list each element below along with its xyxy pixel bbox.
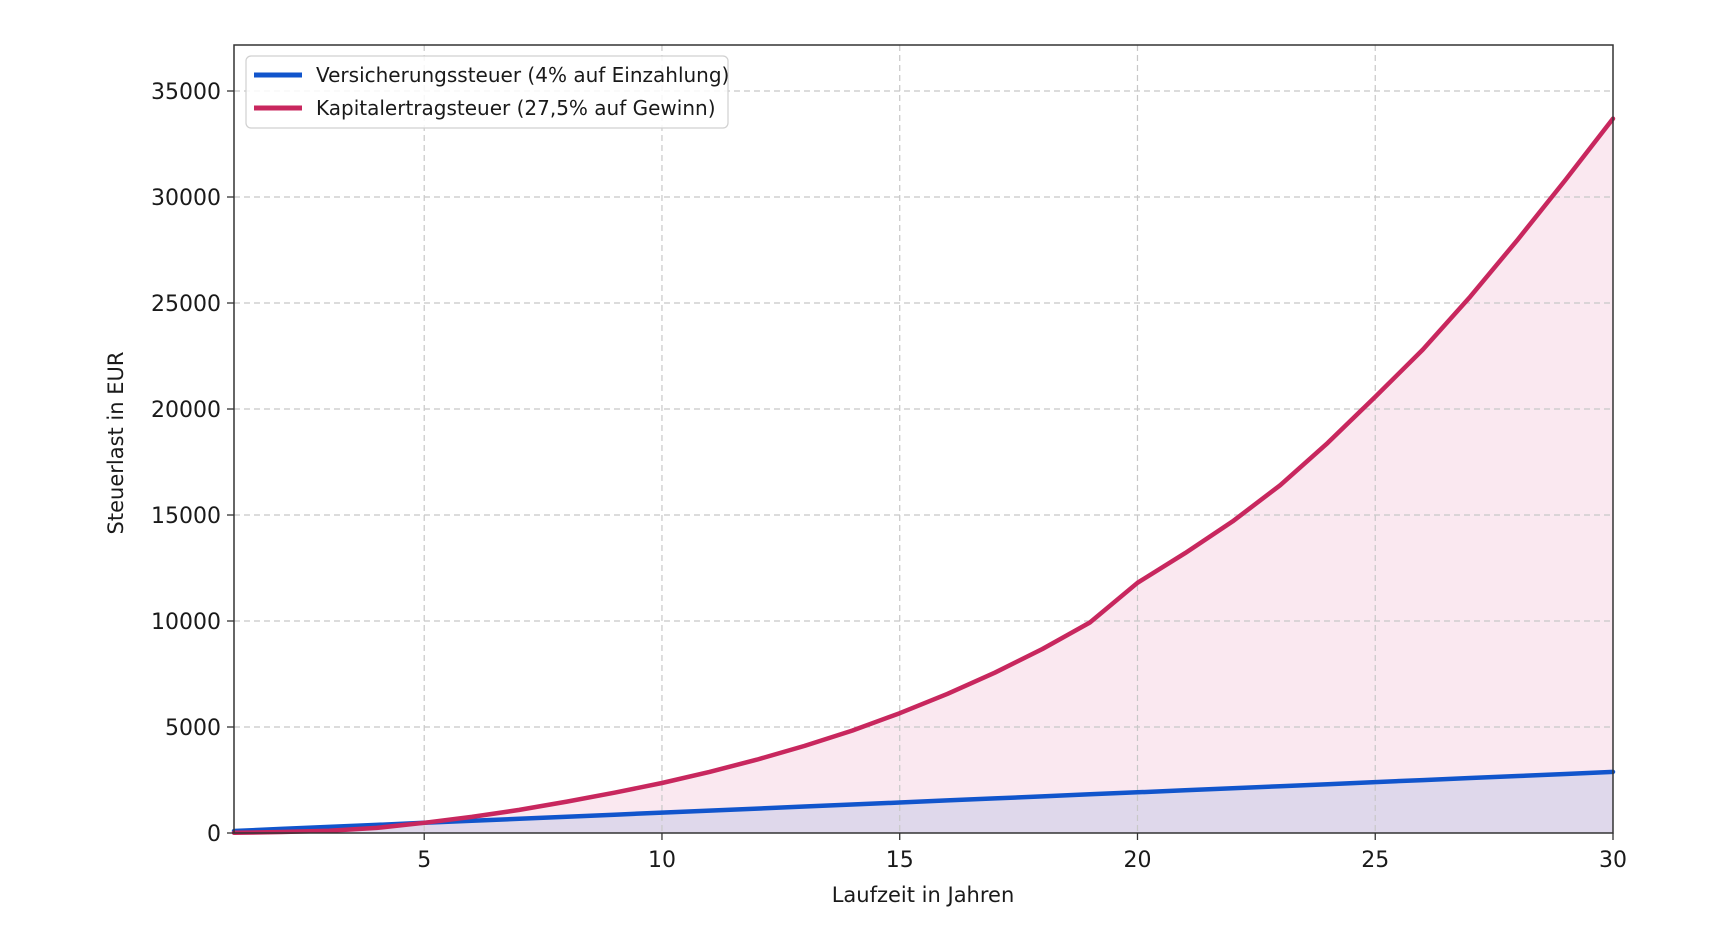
legend: Versicherungssteuer (4% auf Einzahlung) … — [245, 55, 729, 129]
x-tick-label: 5 — [417, 848, 431, 873]
y-tick-label: 20000 — [151, 398, 221, 423]
y-tick-label: 5000 — [165, 716, 221, 741]
data-lines — [231, 116, 1616, 836]
y-tick-label: 10000 — [151, 610, 221, 635]
x-tick-label: 15 — [886, 848, 914, 873]
line-kapitalertragsteuer — [231, 116, 1616, 836]
legend-box — [245, 55, 729, 129]
y-axis-label: Steuerlast in EUR — [104, 352, 128, 535]
x-tick-label: 30 — [1599, 848, 1627, 873]
line-versicherungssteuer — [231, 769, 1616, 834]
area-fills — [234, 118, 1613, 834]
y-tick-label: 0 — [207, 822, 221, 847]
x-tick-label: 20 — [1123, 848, 1151, 873]
plot-frame — [233, 44, 1614, 834]
x-tick-label: 25 — [1361, 848, 1389, 873]
y-axis-ticks: 0 5000 10000 15000 20000 25000 30000 35000 — [151, 80, 234, 847]
y-tick-label: 35000 — [151, 80, 221, 105]
y-tick-label: 25000 — [151, 292, 221, 317]
area-fill — [234, 118, 1613, 834]
legend-label-kapitalertragsteuer: Kapitalertragsteuer (27,5% auf Gewinn) — [316, 96, 716, 120]
grid-lines — [234, 45, 1613, 833]
x-tick-label: 10 — [648, 848, 676, 873]
legend-label-versicherungssteuer: Versicherungssteuer (4% auf Einzahlung) — [316, 63, 729, 87]
x-axis-label: Laufzeit in Jahren — [832, 883, 1015, 907]
y-tick-label: 15000 — [151, 504, 221, 529]
y-tick-label: 30000 — [151, 186, 221, 211]
x-axis-ticks: 5 10 15 20 25 30 — [417, 833, 1627, 873]
